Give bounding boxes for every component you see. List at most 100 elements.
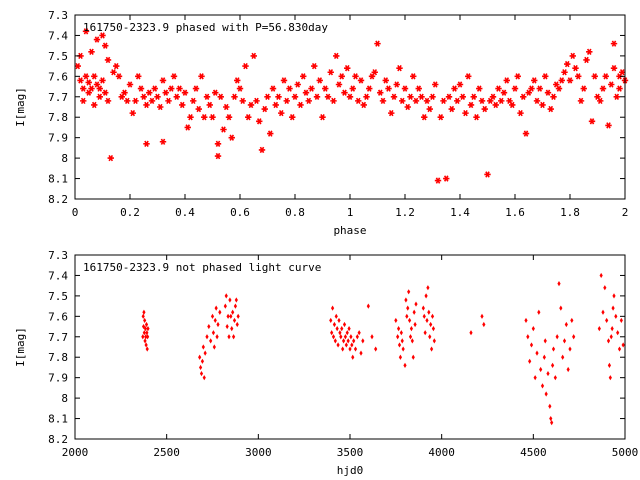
unphased-data-point — [429, 321, 433, 328]
phased-chart-title: 161750-2323.9 phased with P=56.830day — [83, 21, 328, 34]
phased-data-point — [597, 97, 604, 105]
phased-data-point — [168, 85, 175, 92]
unphased-data-point — [550, 362, 555, 368]
phased-data-point — [140, 93, 147, 100]
phased-data-point — [283, 97, 290, 105]
phased-data-point — [104, 97, 112, 105]
phased-data-point — [297, 101, 304, 109]
unphased-data-point — [205, 334, 209, 340]
phased-data-point — [335, 81, 343, 88]
unphased-data-point — [230, 326, 234, 332]
phased-data-point — [231, 93, 238, 100]
phased-x-tick-label: 0.4 — [175, 206, 195, 219]
phased-data-point — [451, 85, 458, 92]
unphased-data-point — [609, 334, 613, 340]
phased-data-point — [154, 93, 161, 100]
phased-data-point — [275, 93, 282, 100]
unphased-data-point — [207, 323, 211, 330]
phased-data-point — [608, 81, 615, 88]
unphased-data-point — [214, 305, 218, 311]
phased-data-point — [242, 62, 249, 70]
unphased-y-tick-label: 7.3 — [48, 249, 68, 262]
unphased-data-point — [408, 334, 413, 340]
phased-data-point — [346, 93, 354, 100]
unphased-data-point — [198, 354, 202, 360]
phased-data-point — [113, 62, 120, 70]
phased-data-point — [388, 109, 395, 117]
phased-data-point — [470, 93, 477, 100]
unphased-data-point — [394, 317, 398, 324]
phased-x-tick-label: 2 — [622, 206, 629, 219]
phased-data-point — [228, 134, 235, 141]
phased-data-point — [333, 52, 340, 60]
unphased-data-point — [338, 330, 342, 336]
phased-data-point — [319, 114, 326, 121]
unphased-data-point — [353, 346, 358, 352]
phased-x-tick-label: 1.2 — [395, 206, 415, 219]
phased-data-point — [110, 69, 117, 76]
unphased-data-point — [143, 338, 147, 344]
phased-data-point — [602, 73, 609, 80]
phased-data-point — [382, 77, 389, 84]
unphased-data-point — [550, 420, 554, 426]
unphased-data-point — [229, 313, 233, 319]
phased-data-point — [214, 140, 222, 147]
phased-data-point — [423, 97, 431, 105]
phased-data-point — [357, 77, 365, 84]
phased-data-point — [613, 93, 620, 100]
phased-data-point — [102, 42, 109, 49]
unphased-data-point — [411, 354, 415, 360]
unphased-data-point — [614, 313, 618, 319]
phased-data-point — [82, 73, 90, 80]
phased-data-point — [96, 85, 103, 92]
unphased-data-point — [144, 334, 148, 340]
phased-data-point — [308, 85, 315, 92]
phased-data-point — [536, 85, 543, 92]
unphased-data-point — [482, 321, 486, 328]
unphased-data-point — [427, 309, 431, 315]
phased-data-point — [588, 118, 596, 125]
phased-y-tick-label: 7.6 — [48, 70, 68, 83]
phased-data-point — [586, 48, 593, 55]
unphased-data-point — [349, 334, 353, 340]
unphased-data-point — [424, 293, 428, 299]
phased-data-point — [129, 109, 136, 117]
phased-data-point — [93, 36, 101, 43]
phased-data-point — [291, 93, 299, 100]
unphased-data-point — [343, 334, 348, 340]
unphased-data-point — [610, 326, 614, 332]
phased-data-point — [192, 85, 200, 92]
phased-y-tick-label: 8 — [61, 152, 68, 165]
phased-data-point — [311, 62, 318, 70]
unphased-data-point — [235, 321, 239, 328]
phased-data-point — [544, 89, 552, 96]
phased-data-point — [542, 73, 549, 80]
unphased-y-tick-label: 8.1 — [48, 413, 68, 426]
phased-data-point — [217, 93, 224, 100]
phased-data-point — [88, 85, 95, 92]
phased-data-point — [572, 64, 579, 72]
unphased-data-point — [341, 346, 345, 352]
phased-data-point — [443, 175, 450, 182]
phased-data-point — [456, 81, 464, 88]
unphased-x-tick-label: 3500 — [337, 446, 364, 459]
phased-data-point — [533, 97, 541, 105]
phased-data-point — [558, 77, 565, 84]
phased-data-point — [181, 89, 189, 96]
phased-data-point — [509, 101, 516, 109]
unphased-data-point — [144, 342, 148, 348]
phased-data-point — [566, 77, 574, 84]
phased-data-point — [236, 85, 244, 92]
unphased-data-point — [344, 342, 348, 348]
unphased-data-point — [469, 330, 473, 336]
phased-data-point — [143, 101, 150, 109]
phased-data-point — [85, 79, 92, 86]
phased-data-point — [511, 85, 519, 92]
phased-y-axis-label: I[mag] — [14, 87, 27, 127]
phased-data-points — [74, 28, 629, 184]
unphased-y-tick-label: 7.6 — [48, 310, 68, 323]
phased-data-point — [432, 81, 439, 88]
unphased-data-point — [568, 346, 572, 352]
phased-data-point — [115, 73, 123, 80]
unphased-data-point — [143, 326, 147, 332]
